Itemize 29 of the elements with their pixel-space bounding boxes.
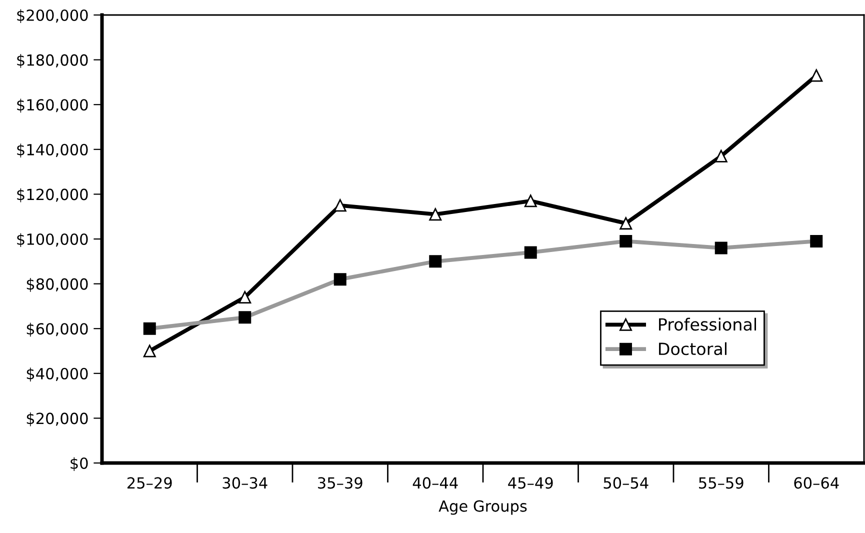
x-tick-label: 40–44: [412, 477, 458, 489]
y-tick-label: $180,000: [17, 54, 88, 68]
point: [810, 69, 823, 82]
x-axis-title: Age Groups: [438, 500, 527, 515]
legend-label: Professional: [659, 318, 756, 331]
y-tick-label: $60,000: [26, 322, 88, 337]
point: [524, 194, 537, 208]
x-tick-label: 60–64: [794, 477, 839, 489]
y-tick-label: $160,000: [17, 98, 88, 113]
y-tick-label: $20,000: [26, 412, 88, 426]
x-tick-label: 25–29: [127, 477, 172, 489]
x-tick-label: 45–49: [508, 477, 553, 489]
y-tick-label: $200,000: [17, 9, 88, 24]
point: [238, 290, 252, 304]
point: [429, 208, 442, 221]
x-tick-label: 50–54: [604, 477, 648, 489]
point: [714, 150, 728, 162]
y-tick-label: $100,000: [17, 233, 88, 248]
y-tick-label: $40,000: [26, 368, 88, 382]
y-tick-label: $120,000: [17, 188, 88, 202]
y-tick-label: $140,000: [17, 144, 88, 158]
x-tick-label: 55–59: [699, 477, 744, 489]
x-tick-label: 30–34: [222, 477, 268, 489]
legend-label: Doctoral: [659, 342, 726, 356]
x-tick-label: 35–39: [318, 477, 362, 489]
y-tick-label: $80,000: [26, 278, 88, 292]
point: [620, 217, 632, 230]
y-tick-label: $0: [70, 457, 88, 472]
point: [143, 344, 156, 358]
